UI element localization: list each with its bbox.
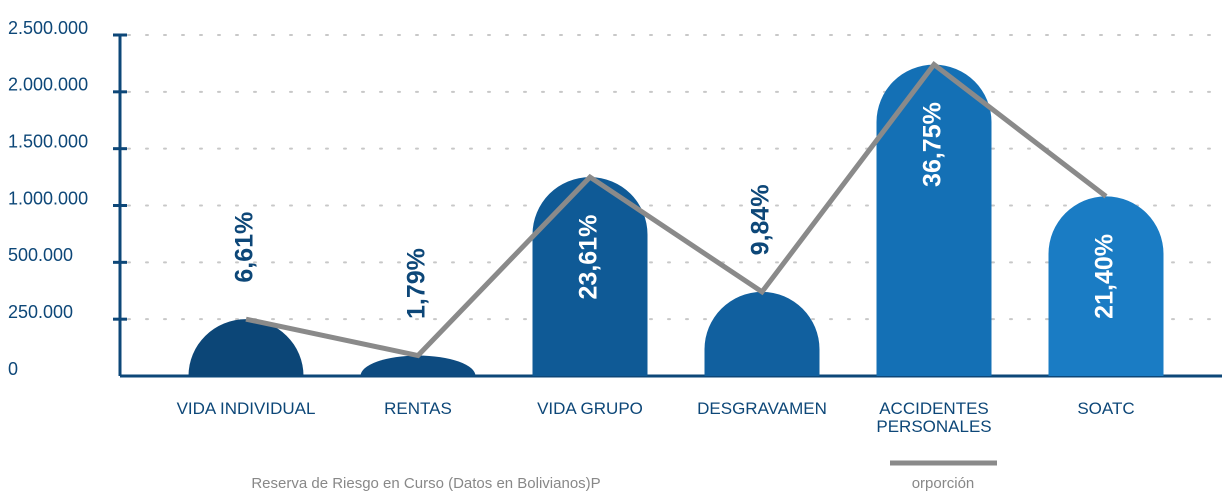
legend-label: orporción	[912, 475, 975, 492]
legend-label: Reserva de Riesgo en Curso (Datos en Bol…	[251, 475, 600, 492]
x-tick-label: ACCIDENTES PERSONALES	[876, 399, 992, 436]
y-tick-label: 0	[8, 359, 18, 379]
data-label: 21,40%	[1091, 234, 1119, 319]
bar	[532, 177, 648, 376]
bar	[188, 319, 304, 376]
x-tick-label: DESGRAVAMEN	[697, 399, 827, 418]
data-label: 6,61%	[231, 212, 259, 283]
x-tick-label: RENTAS	[384, 399, 452, 418]
x-tick-label: VIDA GRUPO	[537, 399, 643, 418]
x-tick-label: VIDA INDIVIDUAL	[176, 399, 316, 418]
bar	[876, 64, 992, 376]
data-label: 1,79%	[403, 248, 431, 319]
y-tick-label: 1.000.000	[8, 188, 88, 208]
data-label: 23,61%	[575, 215, 603, 300]
x-tick-label: SOATC	[1077, 399, 1135, 418]
bar	[704, 291, 820, 376]
data-label: 36,75%	[919, 102, 947, 187]
data-label: 9,84%	[747, 184, 775, 255]
bar	[360, 355, 476, 376]
line	[245, 61, 1108, 359]
y-tick-label: 500.000	[8, 245, 73, 265]
y-tick-label: 2.000.000	[8, 75, 88, 95]
bar	[1048, 196, 1164, 376]
y-tick-label: 1.500.000	[8, 131, 88, 151]
y-tick-label: 250.000	[8, 302, 73, 322]
y-tick-label: 2.500.000	[8, 18, 88, 38]
